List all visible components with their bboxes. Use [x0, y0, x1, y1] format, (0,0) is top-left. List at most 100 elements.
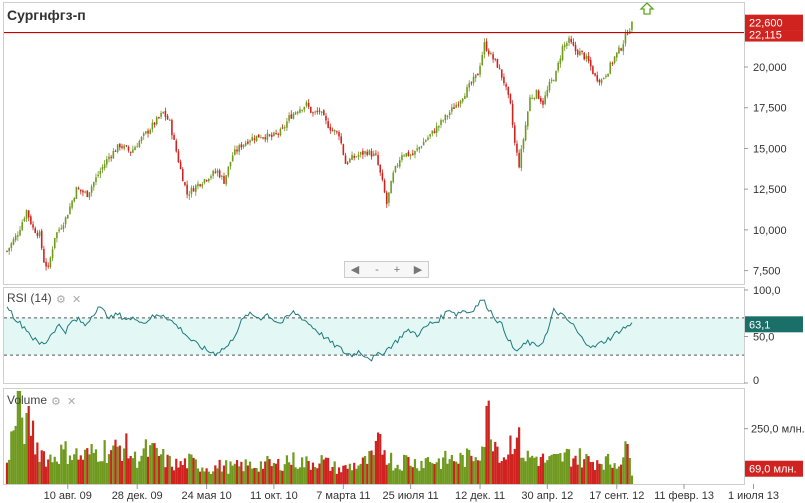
candle-body [461, 98, 464, 102]
resistance-level-badge [745, 30, 803, 42]
time-axis-label: 7 марта 11 [316, 490, 370, 502]
volume-bar [212, 471, 215, 484]
volume-bar [99, 461, 102, 484]
rsi-axis-label: 50,0 [753, 332, 774, 344]
volume-bar [337, 467, 341, 484]
candle-body [279, 128, 282, 136]
volume-bar [268, 459, 271, 484]
nav-zoom-out-button[interactable] [366, 262, 387, 277]
candle-body [481, 55, 484, 66]
volume-bar [331, 466, 334, 484]
volume-bar [531, 455, 534, 484]
volume-bar [133, 451, 137, 484]
candle-body [518, 152, 520, 168]
candle-body [173, 134, 175, 140]
volume-bar [524, 461, 527, 484]
last-price-label: 22,600 [749, 18, 783, 30]
chart-navigator[interactable]: ◀ - + ▶ [344, 261, 429, 278]
volume-bar [613, 463, 616, 484]
volume-bar [125, 433, 128, 484]
candle-body [472, 76, 475, 84]
candle-body [409, 154, 412, 156]
candle-body [385, 192, 388, 204]
volume-bar [518, 427, 521, 484]
volume-bar [544, 462, 547, 484]
candle-body [327, 121, 329, 128]
candle-body [474, 74, 477, 78]
volume-bar [567, 449, 571, 484]
candle-body [594, 73, 596, 76]
volume-bar [170, 466, 174, 484]
volume-bar [183, 458, 187, 484]
candle-body [535, 89, 538, 99]
time-axis-label: 24 мая 10 [182, 490, 232, 502]
candle-body [570, 39, 572, 43]
candle-body [336, 131, 338, 133]
volume-bar [296, 468, 299, 484]
candle-body [60, 228, 63, 230]
volume-bar [585, 453, 588, 484]
candle-body [390, 181, 392, 194]
candle-body [275, 133, 277, 135]
volume-bar [533, 457, 536, 484]
volume-bar [290, 464, 293, 484]
candle-body [468, 83, 471, 88]
volume-bar [77, 459, 80, 484]
volume-bar [591, 461, 594, 484]
candle-body [116, 144, 119, 152]
volume-bar [175, 458, 178, 484]
candle-body [79, 189, 82, 192]
volume-bar [103, 440, 106, 484]
volume-bar [36, 442, 39, 484]
volume-bar [81, 459, 85, 484]
candle-body [511, 103, 514, 125]
candle-body [435, 126, 438, 134]
volume-bar [509, 435, 512, 484]
volume-bar [398, 469, 401, 484]
volume-bar [541, 453, 545, 484]
candle-body [58, 229, 60, 232]
candle-body [459, 100, 462, 104]
time-axis-label: 10 авг. 09 [44, 490, 92, 502]
volume-bar [426, 457, 430, 484]
volume-bar [554, 454, 558, 484]
volume-bar [439, 468, 443, 484]
candle-body [244, 142, 247, 146]
volume-bar [583, 459, 586, 484]
candle-body [205, 180, 208, 182]
volume-bar [281, 470, 284, 484]
candle-body [576, 50, 579, 55]
volume-bar [314, 467, 317, 484]
candle-body [140, 137, 143, 142]
candle-body [231, 155, 234, 162]
volume-bar [279, 470, 282, 484]
candle-body [540, 98, 542, 102]
candle-body [110, 156, 112, 158]
nav-zoom-in-button[interactable] [387, 262, 408, 277]
time-axis: 10 авг. 09 28 дек. 09 24 мая 10 11 окт. 10 7… [44, 484, 779, 502]
volume-bar [589, 461, 592, 484]
candle-body [132, 149, 134, 153]
candle-body [351, 154, 353, 160]
candle-body [503, 76, 505, 84]
candle-body [422, 141, 425, 146]
candle-body [546, 89, 549, 97]
volume-bar [502, 457, 506, 484]
candle-body [615, 52, 618, 58]
volume-bar [578, 448, 581, 484]
volume-bar [405, 455, 408, 484]
volume-close-icon[interactable]: ✕ [67, 395, 76, 408]
volume-settings-gear-icon[interactable]: ⚙ [51, 395, 61, 408]
nav-scroll-right-button[interactable] [408, 262, 428, 277]
candle-body [451, 107, 453, 112]
candle-body [587, 55, 590, 62]
rsi-close-icon[interactable]: ✕ [72, 293, 81, 306]
volume-bar [73, 454, 76, 484]
volume-bar [407, 457, 410, 484]
time-axis-label: 28 дек. 09 [112, 490, 163, 502]
volume-bar [86, 448, 89, 484]
volume-bar [47, 459, 50, 484]
nav-scroll-left-button[interactable] [345, 262, 366, 277]
rsi-settings-gear-icon[interactable]: ⚙ [56, 293, 66, 306]
volume-bar [600, 464, 603, 484]
